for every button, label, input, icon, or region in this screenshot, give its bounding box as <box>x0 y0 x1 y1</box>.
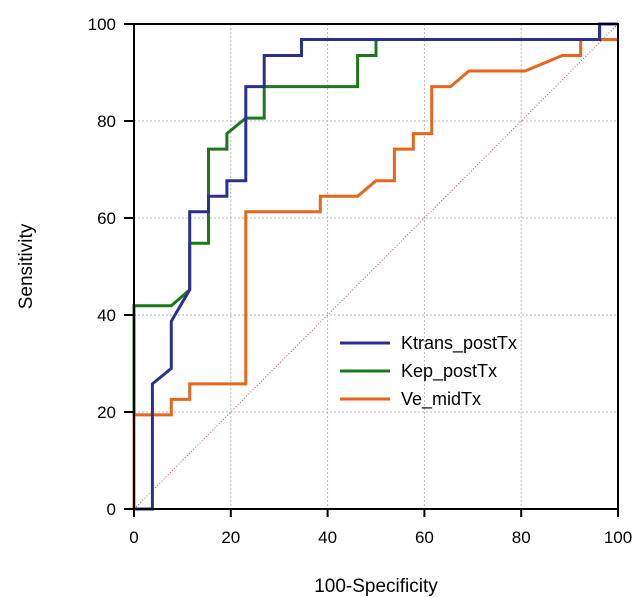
legend-label: Ktrans_postTx <box>401 333 517 354</box>
y-tick-labels: 0 20 40 60 80 100 <box>88 15 116 519</box>
plot-frame <box>133 23 619 510</box>
legend-label: Ve_midTx <box>401 389 481 410</box>
series-line-ktrans-posttx <box>134 22 618 511</box>
y-axis-title: Sensitivity <box>16 223 37 309</box>
reference-diagonal <box>133 23 619 510</box>
axis-ticks <box>124 23 619 517</box>
x-tick-label: 80 <box>512 528 531 547</box>
legend: Ktrans_postTx Kep_postTx Ve_midTx <box>340 333 517 410</box>
y-tick-label: 100 <box>88 15 116 34</box>
x-tick-label: 100 <box>604 528 632 547</box>
y-tick-label: 40 <box>97 306 116 325</box>
x-tick-label: 40 <box>318 528 337 547</box>
y-tick-label: 80 <box>97 112 116 131</box>
legend-label: Kep_postTx <box>401 361 497 382</box>
reference-line-group <box>133 23 619 510</box>
y-tick-label: 20 <box>97 403 116 422</box>
y-tick-label: 0 <box>107 500 116 519</box>
x-tick-label: 60 <box>415 528 434 547</box>
series-lines <box>132 22 618 511</box>
series-line-kep-posttx <box>132 22 618 415</box>
x-tick-label: 20 <box>221 528 240 547</box>
grid-lines <box>134 24 618 509</box>
y-tick-label: 60 <box>97 209 116 228</box>
x-axis-title: 100-Specificity <box>314 576 438 597</box>
x-tick-label: 0 <box>129 528 138 547</box>
x-tick-labels: 0 20 40 60 80 100 <box>129 528 632 547</box>
series-line-ve-midtx <box>132 38 618 509</box>
